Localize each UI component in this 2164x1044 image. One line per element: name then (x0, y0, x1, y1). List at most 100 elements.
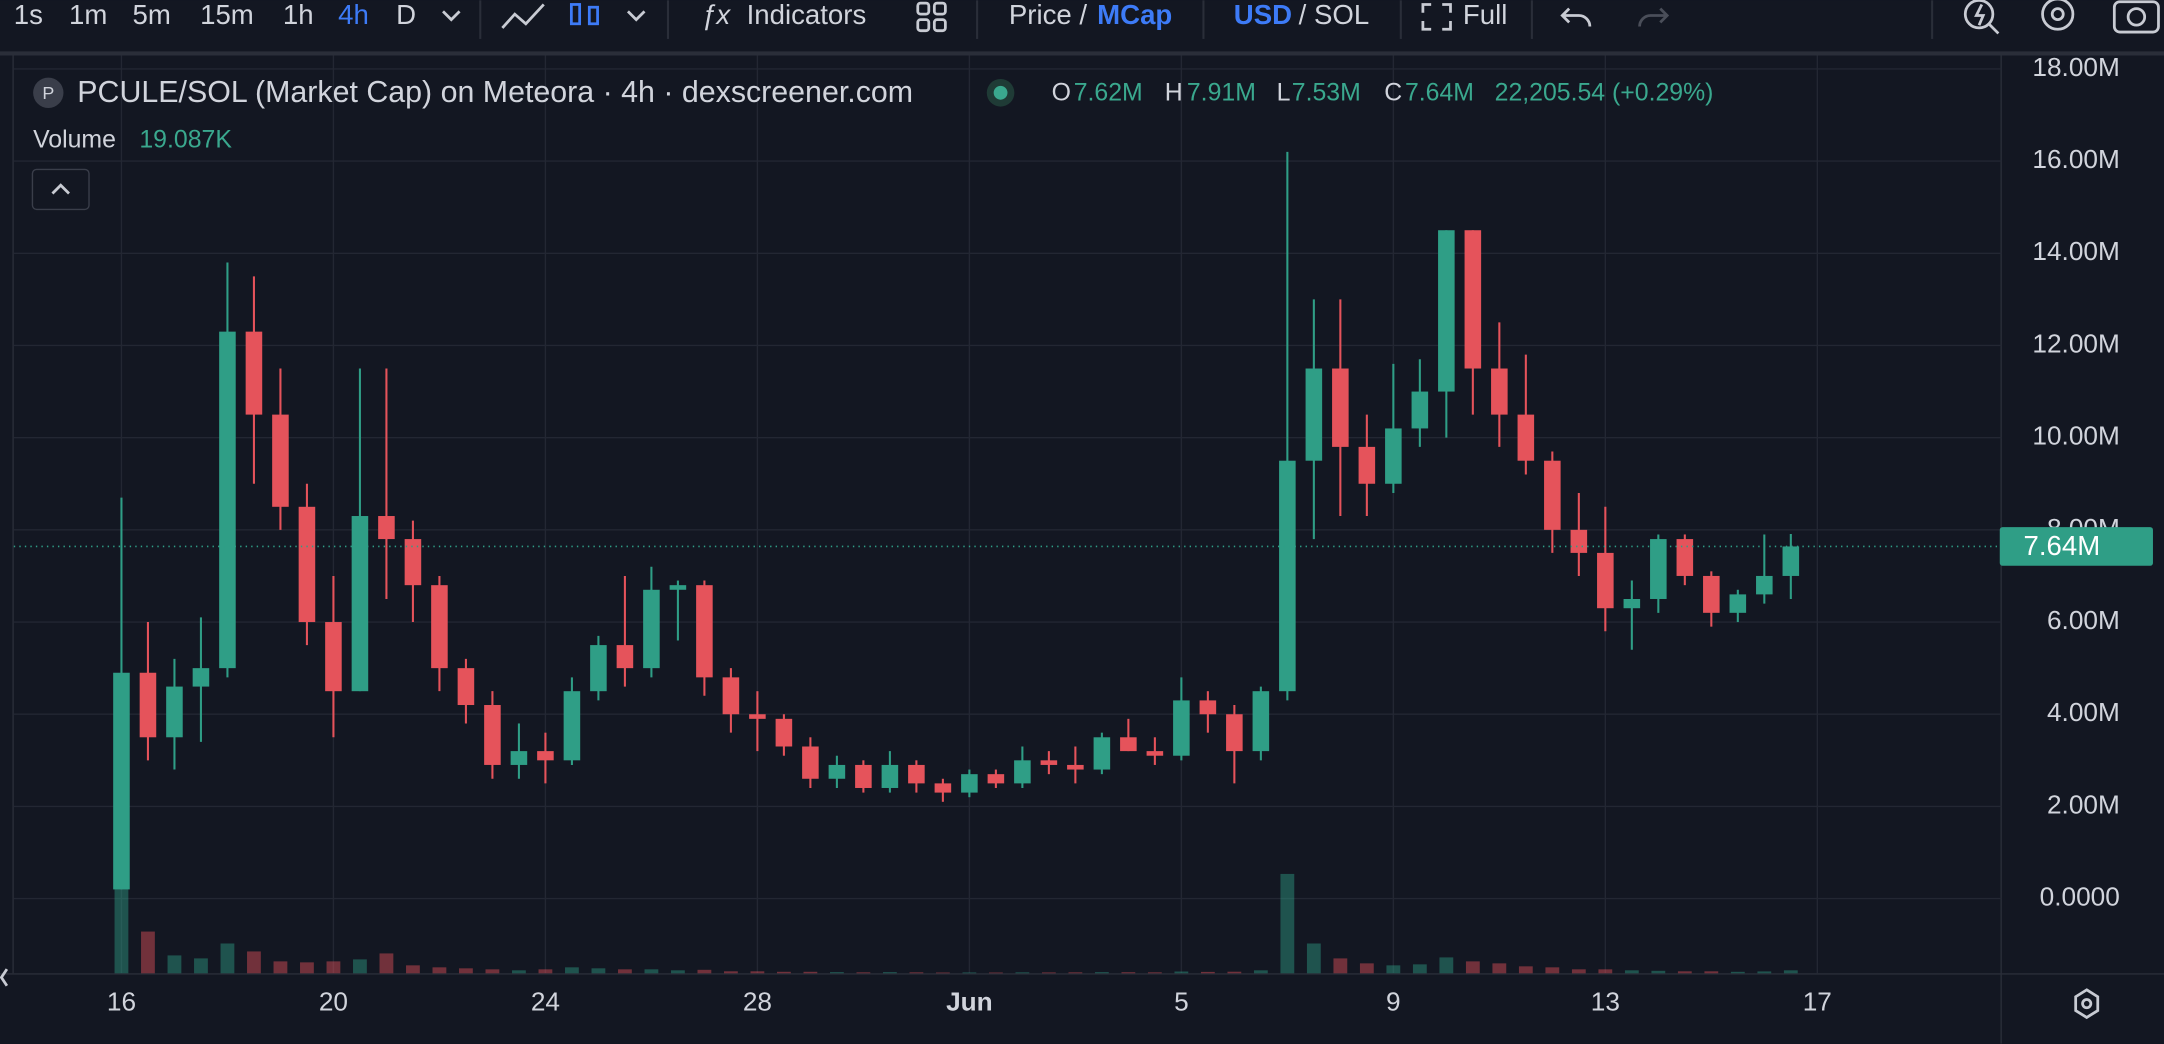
layout-button[interactable] (916, 1, 947, 33)
volume-bar (935, 972, 950, 974)
volume-bar (962, 972, 977, 974)
candle-body (722, 677, 740, 715)
axis-settings-icon (2081, 998, 2093, 1010)
interval-button[interactable]: D (396, 0, 416, 30)
candle-body (590, 645, 607, 692)
high-label: H (1165, 80, 1183, 107)
candle-body (484, 705, 501, 765)
y-tick-label: 6.00M (2047, 605, 2120, 635)
interval-button[interactable]: 1s (14, 0, 43, 30)
candle-body (351, 516, 369, 692)
volume-bar (1253, 970, 1268, 974)
candle-body (1570, 529, 1588, 553)
volume-bar (1704, 971, 1719, 974)
candle-body (1173, 700, 1190, 756)
candle-body (1623, 598, 1641, 609)
volume-bar (882, 972, 897, 974)
candle-body (1093, 737, 1111, 770)
candle-body (563, 691, 581, 761)
candle-body (298, 506, 316, 623)
y-tick-label: 2.00M (2047, 789, 2120, 819)
interval-group: 1s 1m 5m 15m 1h 4h D (14, 0, 416, 30)
last-price-label: 7.64M (2024, 530, 2101, 561)
volume-bar (1094, 972, 1109, 974)
interval-button[interactable]: 15m (200, 0, 254, 30)
volume-bar (167, 955, 182, 974)
volume-bar (1174, 971, 1189, 974)
volume-bar (1280, 873, 1295, 974)
volume-bar (1677, 971, 1692, 974)
x-tick-label: 17 (1803, 987, 1832, 1017)
candle-body (1146, 751, 1164, 756)
volume-bar (300, 962, 314, 974)
candle-chart-button[interactable] (569, 3, 599, 26)
candle-layer (113, 151, 1800, 890)
high-value: 7.91M (1187, 80, 1256, 107)
alert-button[interactable] (1963, 0, 2000, 35)
chart-type-dropdown[interactable] (626, 10, 646, 22)
volume-bar (1598, 969, 1613, 974)
screenshot-button[interactable] (2112, 0, 2160, 34)
candle-body (696, 585, 713, 678)
volume-bar (485, 969, 500, 974)
sol-toggle[interactable]: / SOL (1299, 0, 1370, 30)
interval-button[interactable]: 5m (132, 0, 170, 30)
scroll-left-button[interactable] (0, 968, 9, 987)
x-tick-label: 20 (319, 987, 348, 1017)
mcap-toggle[interactable]: MCap (1097, 0, 1172, 30)
last-price-tag (1999, 527, 2153, 566)
undo-button[interactable] (1560, 7, 1592, 27)
legend-title: PCULE/SOL (Market Cap) on Meteora · 4h ·… (77, 76, 913, 109)
candle-body (669, 585, 687, 590)
price-toggle[interactable]: Price / (1009, 0, 1088, 30)
interval-dropdown[interactable] (442, 10, 461, 22)
token-avatar (33, 77, 64, 108)
volume-bar (1121, 972, 1136, 974)
axis-settings-button[interactable] (2074, 988, 2100, 1020)
y-tick-label: 0.0000 (2040, 882, 2120, 912)
redo-button[interactable] (1638, 7, 1670, 27)
volume-bar (724, 971, 738, 974)
settings-button[interactable] (2041, 0, 2075, 31)
settings-icon (2050, 7, 2065, 22)
volume-bar (1147, 972, 1162, 974)
candle-body (219, 331, 236, 669)
usd-toggle[interactable]: USD (1234, 0, 1292, 30)
grid (13, 55, 2002, 974)
volume-bar (803, 971, 818, 974)
candle-body (510, 751, 528, 765)
volume-bar (512, 970, 526, 974)
volume-bar (1439, 957, 1454, 974)
volume-bar (1730, 971, 1745, 974)
volume-bar (273, 961, 288, 974)
interval-button[interactable]: 1h (283, 0, 314, 30)
volume-bar (750, 971, 765, 974)
x-tick-label: 24 (531, 987, 560, 1017)
candle-icon (569, 3, 582, 26)
layout-icon (932, 1, 947, 16)
indicators-button[interactable]: Indicators (747, 0, 867, 30)
candle-body (749, 714, 766, 719)
line-chart-button[interactable] (501, 3, 545, 29)
fullscreen-button[interactable]: Full (1463, 0, 1507, 30)
indicators-icon: ƒx (701, 0, 731, 30)
interval-button[interactable]: 4h (338, 0, 369, 30)
x-tick-label: 28 (743, 987, 772, 1017)
x-tick-label: 16 (107, 987, 136, 1017)
collapse-legend-button[interactable] (31, 168, 90, 211)
volume-bar (1227, 971, 1242, 974)
candle-body (1597, 552, 1614, 609)
volume-value: 19.087K (139, 127, 232, 154)
candle-body (1491, 368, 1508, 415)
candle-body (1438, 230, 1455, 392)
interval-button[interactable]: 1m (69, 0, 107, 30)
x-tick-label: 9 (1386, 987, 1401, 1017)
volume-bar (1783, 970, 1798, 974)
y-tick-label: 16.00M (2032, 144, 2119, 174)
volume-bar (1518, 966, 1533, 974)
candle-body (802, 746, 819, 779)
candle-body (855, 764, 872, 788)
volume-label: Volume (33, 127, 116, 154)
